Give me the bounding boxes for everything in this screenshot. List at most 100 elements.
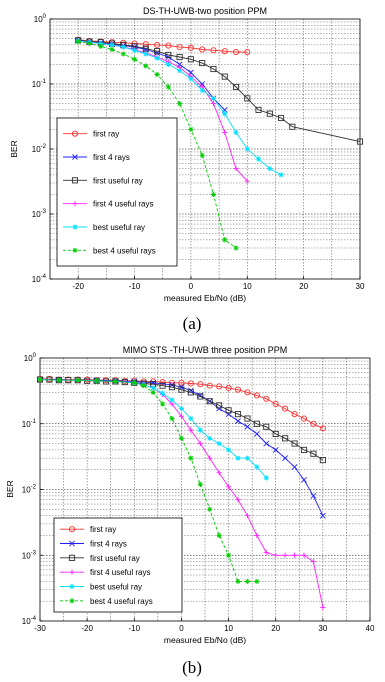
data-point (253, 431, 260, 437)
data-point (319, 425, 326, 432)
data-point (206, 398, 213, 405)
x-tick-label: 0 (189, 282, 194, 291)
chart-title: DS-TH-UWB-two position PPM (143, 6, 267, 16)
data-point (159, 382, 166, 389)
data-point (187, 69, 194, 76)
data-point (310, 450, 317, 457)
legend-box (53, 517, 183, 613)
data-point (75, 38, 81, 45)
data-point (169, 415, 175, 422)
data-point (310, 559, 317, 565)
data-point (197, 393, 204, 400)
data-point (154, 55, 160, 61)
series-best-4-useful-rays (37, 376, 260, 585)
data-point (233, 129, 239, 136)
data-point (216, 440, 222, 447)
data-point (188, 427, 194, 433)
data-point (178, 435, 185, 441)
data-point (168, 384, 176, 391)
data-point (291, 552, 298, 558)
data-point (142, 41, 149, 48)
data-point (188, 415, 194, 422)
data-point (176, 44, 183, 51)
x-tick-label: 40 (366, 624, 375, 633)
x-tick-label: -20 (72, 282, 84, 291)
chart-title: MIMO STS -TH-UWB three position PPM (123, 345, 288, 355)
data-point (37, 376, 43, 383)
data-point (159, 401, 166, 407)
data-point (210, 95, 217, 102)
legend-entry: best useful ray (63, 223, 145, 232)
data-point (263, 423, 270, 430)
data-point (197, 381, 204, 388)
legend-marker (69, 540, 75, 547)
data-point (244, 146, 250, 152)
data-point (187, 380, 194, 387)
legend-entry: first ray (60, 525, 116, 534)
y-tick-label: 10-1 (32, 79, 47, 89)
series-best-4-useful-rays (75, 38, 239, 251)
data-point (165, 61, 171, 68)
data-point (109, 42, 115, 48)
data-point (210, 47, 217, 54)
y-axis-label: BER (5, 480, 15, 497)
data-point (282, 405, 289, 412)
data-point (234, 411, 242, 418)
data-point (263, 395, 270, 402)
data-point (234, 386, 242, 393)
x-tick-label: 30 (318, 624, 327, 633)
data-point (225, 552, 232, 558)
data-point (253, 392, 260, 399)
data-point (75, 377, 81, 383)
data-point (244, 423, 251, 430)
chart-panel-a: DS-TH-UWB-two position PPM -20 -10 0 10 20 30… (9, 6, 365, 333)
data-point (93, 378, 100, 384)
legend-marker (68, 526, 76, 533)
data-point (255, 106, 262, 113)
legend-box (56, 117, 178, 267)
data-point (233, 245, 239, 251)
legend-label: first ray (90, 525, 116, 534)
legend-entry: first useful ray (63, 176, 143, 185)
data-point (254, 532, 260, 539)
legend: first ray first 4 rays first useful ray fir… (56, 117, 178, 267)
legend-marker (71, 130, 79, 137)
data-point (131, 47, 138, 53)
data-point (282, 435, 289, 442)
data-point (199, 152, 205, 158)
figure-caption: (b) (182, 658, 202, 677)
data-point (225, 447, 232, 453)
legend: first ray first 4 rays first useful ray fir… (53, 517, 183, 613)
data-point (233, 165, 239, 172)
legend-label: best 4 useful rays (90, 597, 153, 606)
data-point (225, 484, 232, 490)
data-point (154, 41, 161, 48)
legend-entry: first useful ray (60, 554, 140, 563)
data-point (165, 84, 171, 90)
data-point (320, 604, 326, 611)
data-point (216, 532, 222, 539)
data-point (319, 512, 326, 519)
data-point (244, 415, 251, 422)
data-point (356, 138, 364, 145)
data-point (169, 397, 175, 403)
series-best-useful-ray (37, 376, 269, 481)
data-point (253, 420, 260, 427)
data-point (254, 578, 260, 585)
x-tick-label: 0 (179, 624, 184, 633)
series-best-useful-ray (75, 38, 284, 178)
legend-marker (69, 569, 75, 575)
data-point (197, 481, 203, 487)
data-point (301, 552, 307, 558)
data-point (221, 48, 228, 55)
data-point (244, 455, 251, 461)
legend-label: first 4 rays (90, 540, 127, 549)
y-tick-label: 10-4 (32, 274, 47, 284)
legend-marker (71, 177, 79, 184)
data-point (207, 455, 213, 461)
data-point (263, 475, 269, 481)
data-point (165, 42, 172, 49)
figure-caption: (a) (183, 314, 202, 333)
x-tick-label: 10 (243, 282, 252, 291)
data-point (56, 377, 62, 383)
